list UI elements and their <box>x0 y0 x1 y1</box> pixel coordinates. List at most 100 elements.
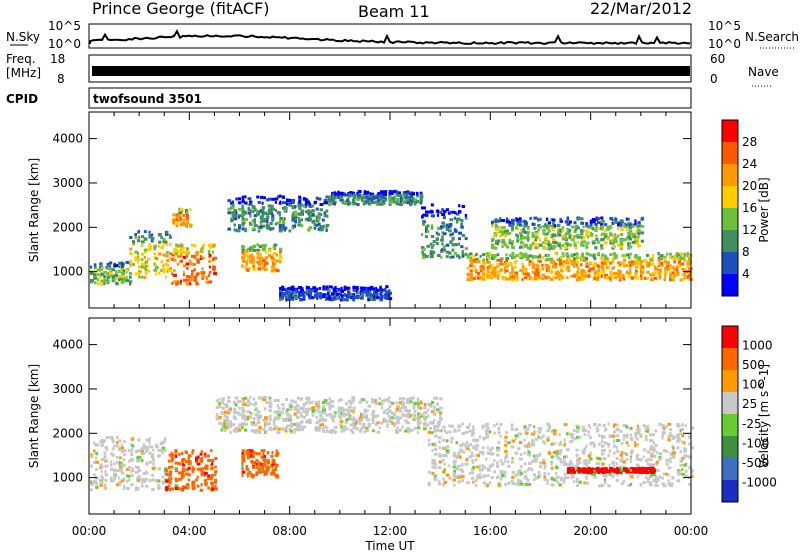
vel-data-cell <box>550 429 554 433</box>
vel-data-cell <box>485 484 488 487</box>
power-data-cell <box>172 221 175 224</box>
vel-data-cell <box>333 425 338 429</box>
power-data-cell <box>597 217 600 221</box>
vel-data-cell <box>92 481 97 484</box>
power-data-cell <box>419 198 423 202</box>
power-data-cell <box>486 270 490 273</box>
vel-data-cell <box>430 431 434 435</box>
power-data-cell <box>258 245 262 248</box>
vel-data-cell <box>652 447 656 451</box>
vel-data-cell <box>572 465 577 469</box>
power-data-cell <box>271 218 275 222</box>
power-data-cell <box>285 291 288 295</box>
power-data-cell <box>625 263 628 267</box>
colorbar-tick-label: 12 <box>742 223 757 237</box>
power-data-cell <box>288 294 292 298</box>
vel-data-cell <box>246 415 250 419</box>
power-data-cell <box>340 286 343 290</box>
power-data-cell <box>334 202 336 206</box>
power-data-cell <box>241 265 246 269</box>
power-data-cell <box>406 191 411 195</box>
vel-data-cell <box>426 414 430 418</box>
power-data-cell <box>490 268 495 272</box>
vel-data-cell <box>265 430 268 433</box>
power-data-cell <box>639 276 643 280</box>
vel-data-cell <box>104 455 107 459</box>
vel-data-cell <box>646 427 650 431</box>
power-data-cell <box>628 242 631 246</box>
vel-data-cell <box>471 476 475 480</box>
power-data-cell <box>496 274 500 278</box>
power-data-cell <box>367 195 371 199</box>
power-data-cell <box>319 208 323 212</box>
power-data-cell <box>611 218 614 222</box>
power-data-cell <box>271 227 274 231</box>
power-data-cell <box>143 237 148 241</box>
vel-data-cell <box>523 425 527 429</box>
power-data-cell <box>601 259 604 263</box>
vel-data-cell <box>383 409 386 413</box>
vel-data-cell <box>443 462 446 466</box>
power-data-cell <box>279 217 284 220</box>
power-data-cell <box>252 245 256 248</box>
power-data-cell <box>501 277 506 281</box>
vel-data-cell <box>592 472 596 476</box>
power-data-cell <box>340 289 344 293</box>
vel-data-cell <box>461 431 465 435</box>
vel-data-cell <box>381 399 385 403</box>
power-data-cell <box>491 220 495 224</box>
power-data-cell <box>509 253 512 257</box>
power-data-cell <box>581 277 585 281</box>
vel-data-cell <box>649 433 653 437</box>
vel-data-cell <box>552 429 557 433</box>
power-data-cell <box>316 296 319 300</box>
power-data-cell <box>121 273 124 276</box>
power-data-cell <box>576 235 580 239</box>
vel-data-cell <box>109 463 113 467</box>
vel-data-cell <box>191 466 195 470</box>
power-data-cell <box>617 227 620 231</box>
power-data-cell <box>496 276 500 280</box>
vel-data-cell <box>175 486 179 490</box>
power-data-cell <box>279 287 283 290</box>
power-data-cell <box>553 244 557 248</box>
power-data-cell <box>307 200 310 204</box>
vel-data-cell <box>218 421 222 425</box>
vel-data-cell <box>140 450 144 454</box>
vel-data-cell <box>496 448 500 452</box>
power-data-cell <box>241 245 245 249</box>
vel-data-cell <box>646 462 651 466</box>
vel-data-cell <box>398 407 402 411</box>
power-data-cell <box>455 243 459 247</box>
vel-data-cell <box>252 461 257 464</box>
power-data-cell <box>281 287 286 291</box>
vel-data-cell <box>200 471 205 475</box>
vel-data-cell <box>203 479 208 483</box>
vel-data-cell <box>655 469 660 472</box>
power-data-cell <box>249 249 252 253</box>
power-data-cell <box>148 246 153 250</box>
vel-data-cell <box>459 449 463 453</box>
power-data-cell <box>271 214 275 218</box>
vel-data-cell <box>355 427 359 431</box>
vel-data-cell <box>371 398 375 401</box>
power-data-cell <box>111 268 115 272</box>
vel-data-cell <box>95 456 98 460</box>
power-data-cell <box>250 253 254 257</box>
power-data-cell <box>574 225 577 229</box>
date-title: 22/Mar/2012 <box>590 0 692 18</box>
vel-data-cell <box>252 422 256 426</box>
power-data-cell <box>441 235 444 239</box>
vel-data-cell <box>590 441 594 445</box>
vel-data-cell <box>482 481 487 485</box>
vel-data-cell <box>688 434 692 438</box>
power-data-cell <box>143 250 147 254</box>
power-data-cell <box>182 218 186 222</box>
power-data-cell <box>178 214 181 218</box>
vel-data-cell <box>340 412 344 416</box>
power-data-cell <box>252 262 256 266</box>
power-data-cell <box>538 217 542 221</box>
power-data-cell <box>508 231 512 235</box>
vel-data-cell <box>438 454 443 458</box>
power-data-cell <box>505 233 508 237</box>
